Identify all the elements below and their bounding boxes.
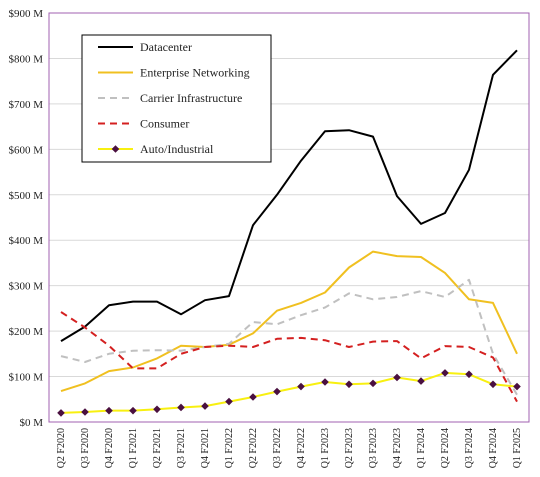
x-tick-label: Q1 F2023 bbox=[320, 428, 331, 468]
x-tick-label: Q2 F2022 bbox=[248, 428, 259, 468]
x-tick-label: Q3 F2024 bbox=[464, 428, 475, 468]
x-tick-label: Q3 F2020 bbox=[80, 428, 91, 468]
data-point-marker bbox=[417, 377, 425, 385]
x-tick-label: Q2 F2023 bbox=[344, 428, 355, 468]
series-line-auto-industrial bbox=[60, 371, 518, 414]
series-line-datacenter bbox=[60, 49, 518, 342]
series-line-enterprise-networking bbox=[60, 250, 518, 393]
series-line-carrier-infrastructure bbox=[60, 278, 518, 396]
series-markers bbox=[57, 369, 521, 417]
x-tick-label: Q1 F2022 bbox=[224, 428, 235, 468]
data-point-marker bbox=[129, 406, 137, 415]
plot-area-border bbox=[48, 12, 530, 423]
x-axis-tick-labels: Q2 F2020 Q3 F2020 Q4 F2020 Q1 F2021 Q2 F2021… bbox=[56, 428, 523, 468]
y-tick-label: $200 M bbox=[8, 326, 43, 338]
y-tick-label: $0 M bbox=[19, 417, 43, 429]
x-tick-label: Q4 F2024 bbox=[488, 428, 499, 468]
y-tick-label: $600 M bbox=[8, 144, 43, 156]
x-tick-label: Q4 F2021 bbox=[200, 428, 211, 468]
x-tick-label: Q2 F2020 bbox=[56, 428, 67, 468]
legend-label: Datacenter bbox=[140, 40, 192, 54]
data-point-marker bbox=[393, 373, 401, 382]
y-tick-label: $900 M bbox=[8, 8, 43, 20]
data-point-marker bbox=[321, 378, 329, 386]
y-tick-label: $500 M bbox=[8, 190, 43, 202]
x-tick-label: Q4 F2022 bbox=[296, 428, 307, 468]
legend-label: Auto/Industrial bbox=[140, 142, 214, 156]
data-point-marker bbox=[465, 370, 473, 379]
x-tick-label: Q3 F2023 bbox=[368, 428, 379, 468]
data-point-marker bbox=[105, 406, 113, 415]
legend: Datacenter Enterprise Networking Carrier I… bbox=[81, 34, 272, 163]
legend-label: Carrier Infrastructure bbox=[140, 91, 242, 105]
x-tick-label: Q3 F2021 bbox=[176, 428, 187, 468]
y-tick-label: $800 M bbox=[8, 53, 43, 65]
x-tick-label: Q3 F2022 bbox=[272, 428, 283, 468]
y-tick-label: $100 M bbox=[8, 372, 43, 384]
y-tick-label: $700 M bbox=[8, 99, 43, 111]
data-point-marker bbox=[489, 380, 497, 389]
data-point-marker bbox=[249, 393, 257, 401]
x-tick-label: Q4 F2020 bbox=[104, 428, 115, 468]
data-point-marker bbox=[345, 380, 353, 389]
y-tick-label: $400 M bbox=[8, 235, 43, 247]
data-point-marker bbox=[513, 382, 521, 391]
x-tick-label: Q1 F2021 bbox=[128, 428, 139, 468]
y-axis-tick-labels: $0 M $100 M $200 M $300 M $400 M $500 M $600 M… bbox=[8, 8, 43, 429]
data-point-marker bbox=[441, 369, 449, 377]
data-point-marker bbox=[297, 382, 305, 391]
x-tick-label: Q2 F2024 bbox=[440, 428, 451, 468]
x-tick-label: Q4 F2023 bbox=[392, 428, 403, 468]
data-point-marker bbox=[225, 397, 233, 406]
x-tick-label: Q1 F2024 bbox=[416, 428, 427, 468]
series-lines bbox=[60, 49, 518, 414]
data-point-marker bbox=[201, 402, 209, 410]
legend-label: Consumer bbox=[140, 117, 189, 131]
legend-label: Enterprise Networking bbox=[140, 66, 250, 80]
data-point-marker bbox=[177, 403, 185, 412]
data-point-marker bbox=[369, 379, 377, 388]
data-point-marker bbox=[153, 405, 161, 414]
x-tick-label: Q2 F2021 bbox=[152, 428, 163, 468]
series-line-consumer bbox=[60, 311, 518, 403]
y-tick-label: $300 M bbox=[8, 281, 43, 293]
data-point-marker bbox=[81, 408, 89, 416]
legend-marker bbox=[111, 145, 120, 153]
data-point-marker bbox=[273, 387, 281, 396]
data-point-marker bbox=[57, 409, 65, 417]
x-tick-label: Q1 F2025 bbox=[512, 428, 523, 468]
